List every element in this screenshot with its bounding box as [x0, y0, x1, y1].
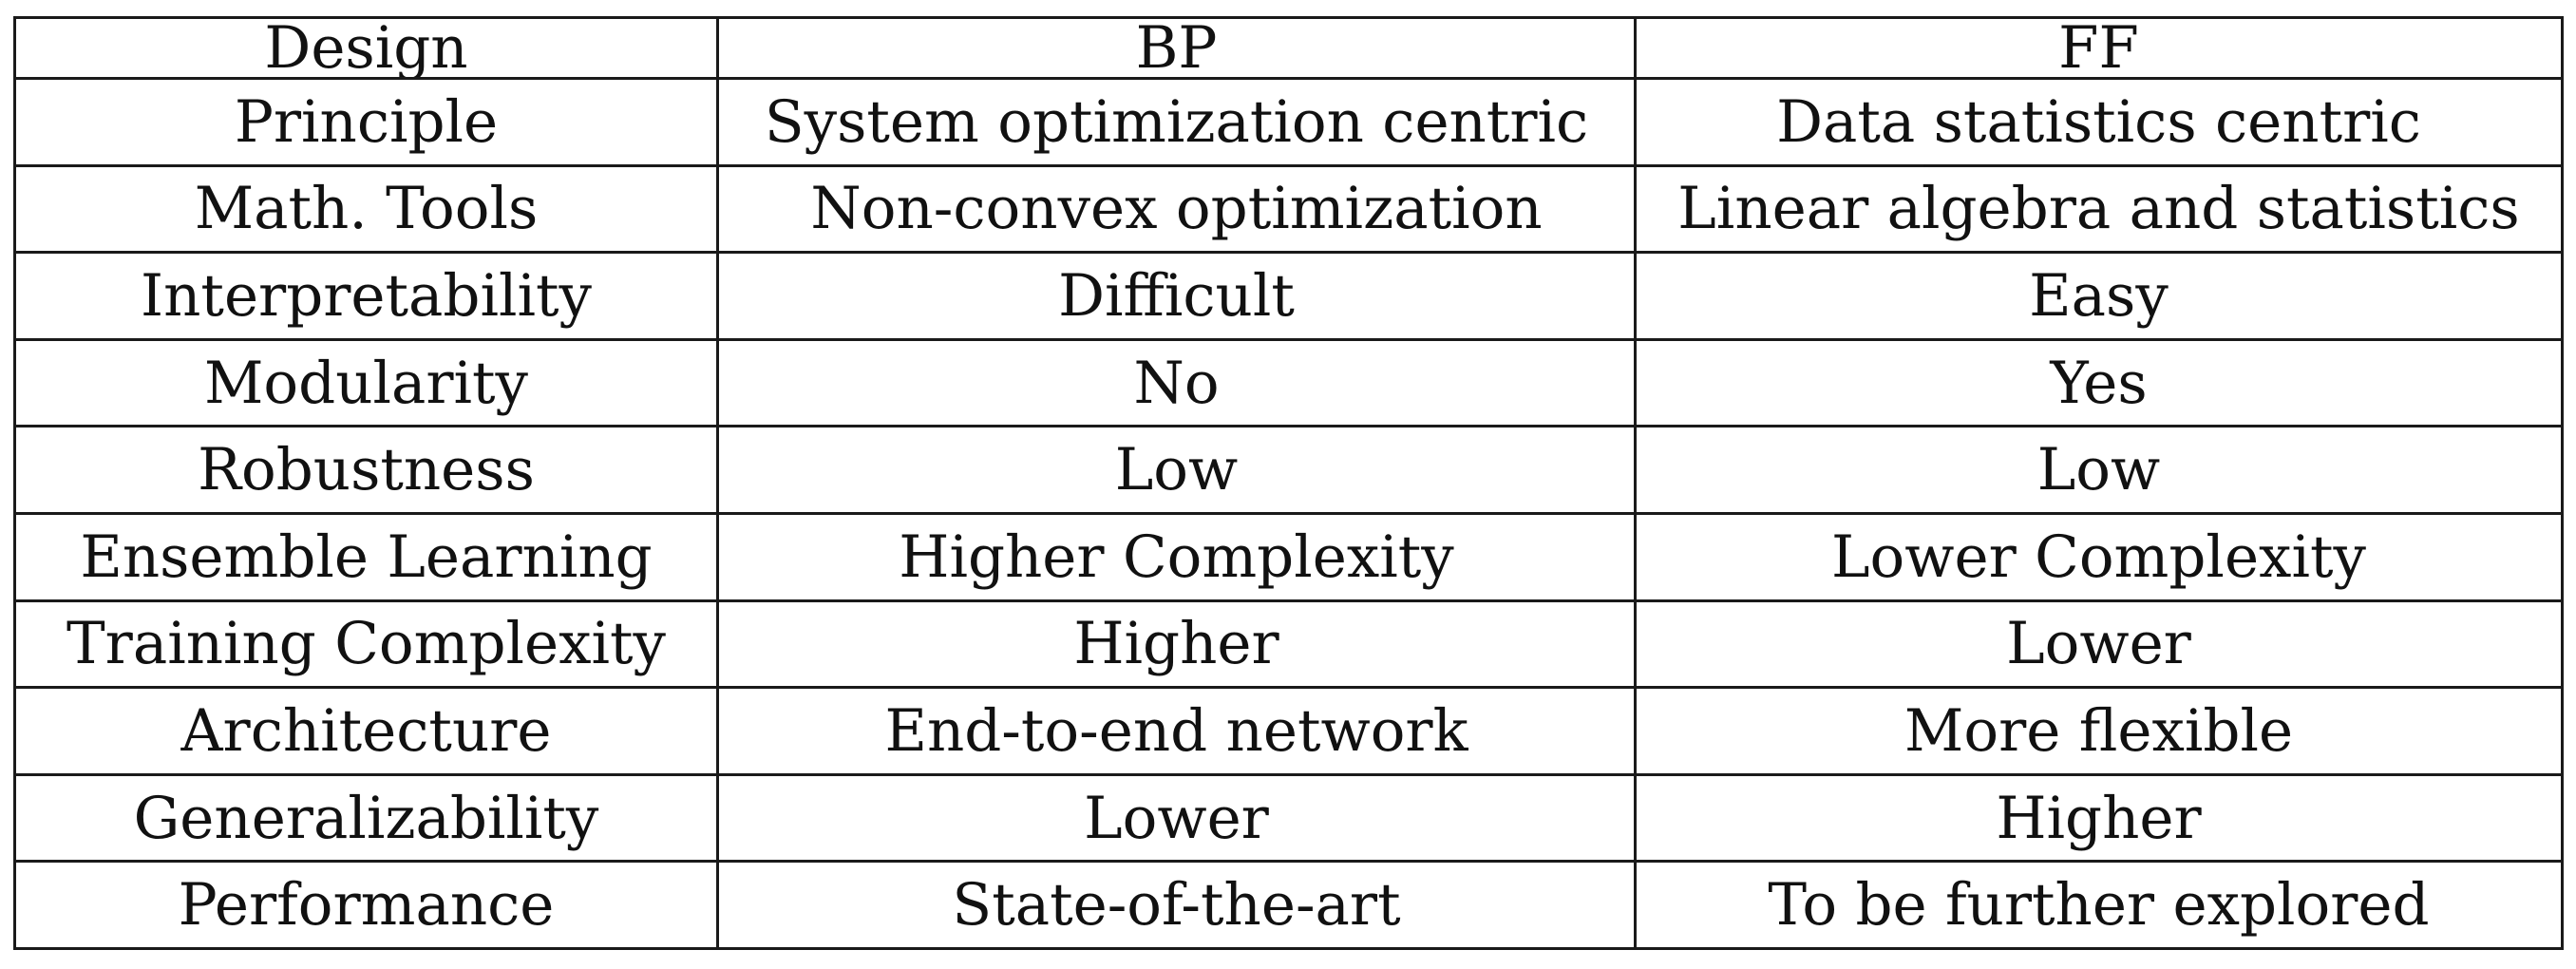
- comparison-table: Design BP FF Principle System optimizati…: [13, 16, 2564, 950]
- bp-cell: Difficult: [716, 251, 1637, 341]
- ff-cell: Yes: [1634, 337, 2564, 428]
- ff-cell: Easy: [1634, 251, 2564, 341]
- table-row: Math. Tools Non-convex optimization Line…: [13, 163, 2564, 255]
- bp-cell: Higher Complexity: [716, 511, 1637, 602]
- ff-cell: Lower: [1634, 598, 2564, 690]
- ff-cell: To be further explored: [1634, 860, 2564, 950]
- row-label: Training Complexity: [13, 598, 719, 690]
- table-row: Interpretability Difficult Easy: [13, 251, 2564, 341]
- table-row: Ensemble Learning Higher Complexity Lowe…: [13, 511, 2564, 602]
- row-label: Principle: [13, 77, 719, 167]
- row-label: Math. Tools: [13, 163, 719, 255]
- header-row: Design BP FF: [13, 16, 2564, 80]
- bp-cell: No: [716, 337, 1637, 428]
- table-row: Principle System optimization centric Da…: [13, 77, 2564, 167]
- bp-cell: End-to-end network: [716, 686, 1637, 776]
- ff-cell: Lower Complexity: [1634, 511, 2564, 602]
- ff-cell: Higher: [1634, 772, 2564, 864]
- table-row: Performance State-of-the-art To be furth…: [13, 860, 2564, 950]
- header-design: Design: [13, 16, 719, 80]
- row-label: Architecture: [13, 686, 719, 776]
- row-label: Generalizability: [13, 772, 719, 864]
- table-body: Principle System optimization centric Da…: [13, 77, 2564, 950]
- table-row: Training Complexity Higher Lower: [13, 598, 2564, 690]
- table-row: Generalizability Lower Higher: [13, 772, 2564, 864]
- table-row: Robustness Low Low: [13, 425, 2564, 515]
- ff-cell: Low: [1634, 425, 2564, 515]
- row-label: Performance: [13, 860, 719, 950]
- ff-cell: Data statistics centric: [1634, 77, 2564, 167]
- table-row: Architecture End-to-end network More fle…: [13, 686, 2564, 776]
- row-label: Robustness: [13, 425, 719, 515]
- table-header: Design BP FF: [13, 16, 2564, 80]
- row-label: Modularity: [13, 337, 719, 428]
- bp-cell: Lower: [716, 772, 1637, 864]
- bp-cell: System optimization centric: [716, 77, 1637, 167]
- ff-cell: More flexible: [1634, 686, 2564, 776]
- ff-cell: Linear algebra and statistics: [1634, 163, 2564, 255]
- row-label: Ensemble Learning: [13, 511, 719, 602]
- header-ff: FF: [1634, 16, 2564, 80]
- bp-cell: Non-convex optimization: [716, 163, 1637, 255]
- comparison-table-container: Design BP FF Principle System optimizati…: [13, 16, 2564, 950]
- table-row: Modularity No Yes: [13, 337, 2564, 428]
- bp-cell: Higher: [716, 598, 1637, 690]
- bp-cell: State-of-the-art: [716, 860, 1637, 950]
- row-label: Interpretability: [13, 251, 719, 341]
- bp-cell: Low: [716, 425, 1637, 515]
- header-bp: BP: [716, 16, 1637, 80]
